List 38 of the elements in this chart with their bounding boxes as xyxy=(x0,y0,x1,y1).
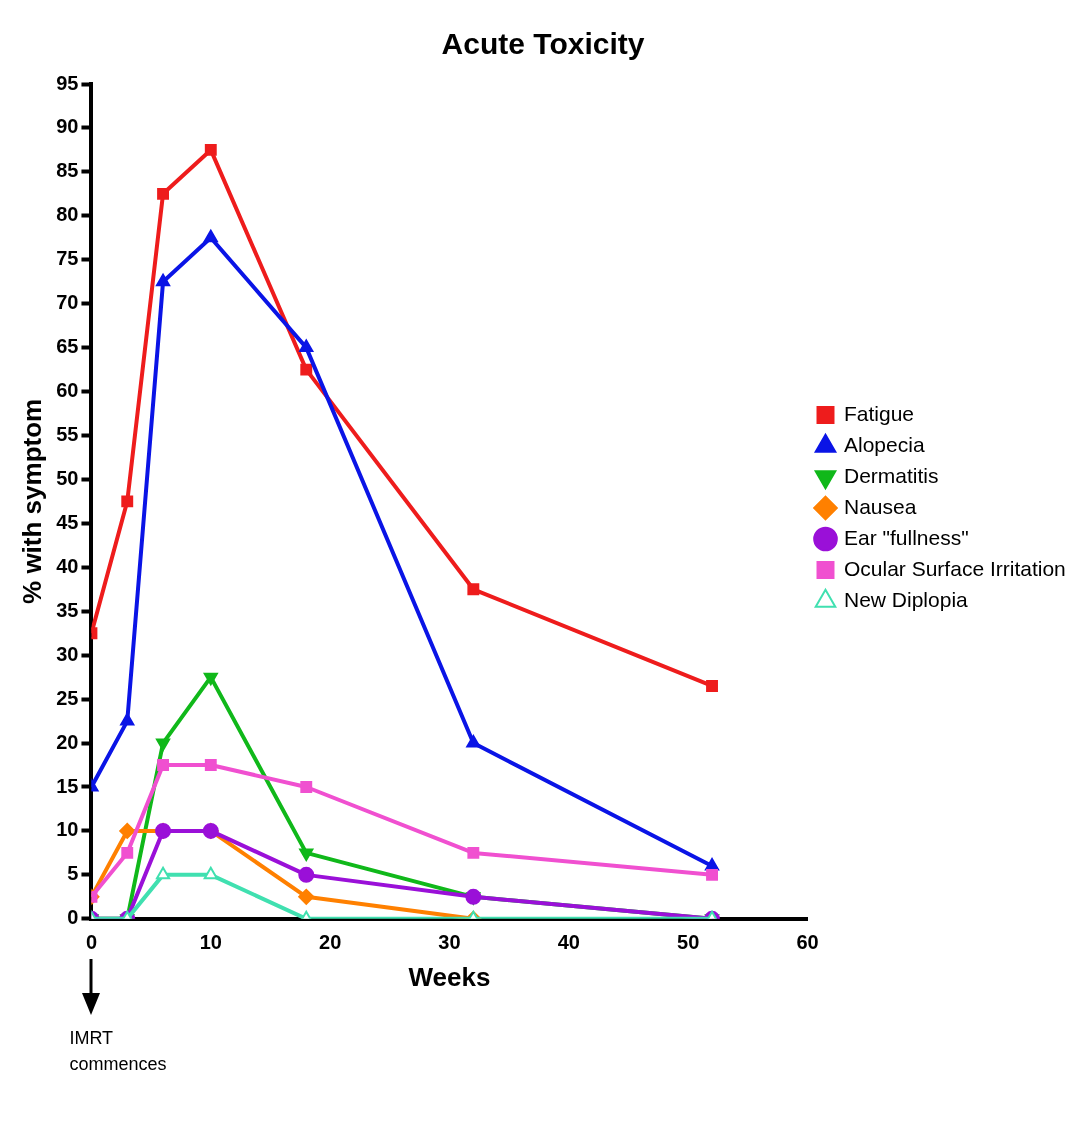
chart-title: Acute Toxicity xyxy=(441,27,645,61)
y-tick-label: 65 xyxy=(56,335,79,358)
y-tick-label: 70 xyxy=(56,291,79,314)
legend-label: Ocular Surface Irritation xyxy=(844,556,1066,580)
legend-label: Dermatitis xyxy=(844,463,939,487)
y-tick-label: 20 xyxy=(56,730,79,753)
legend-label: Fatigue xyxy=(844,401,915,425)
y-tick-label: 60 xyxy=(56,379,79,402)
legend-label: New Diplopia xyxy=(844,587,969,611)
x-tick-label: 50 xyxy=(677,931,700,954)
y-tick-label: 95 xyxy=(56,71,79,94)
text: IMRT commences xyxy=(69,1026,168,1076)
y-tick-label: 90 xyxy=(56,115,79,138)
y-tick-label: 50 xyxy=(56,466,79,489)
y-tick-label: 40 xyxy=(56,554,79,577)
x-tick-label: 20 xyxy=(319,931,342,954)
y-axis-title: % with symptom xyxy=(16,398,47,604)
legend-label: Alopecia xyxy=(844,432,925,456)
y-tick-label: 35 xyxy=(56,598,79,621)
y-tick-label: 85 xyxy=(56,159,79,182)
y-tick-label: 30 xyxy=(56,642,79,665)
x-tick-label: 0 xyxy=(85,931,98,954)
y-tick-label: 5 xyxy=(67,862,79,885)
y-tick-label: 25 xyxy=(56,686,79,709)
x-axis-title: Weeks xyxy=(408,961,491,992)
y-tick-label: 0 xyxy=(67,906,79,929)
y-tick-label: 75 xyxy=(56,247,79,270)
y-tick-label: 45 xyxy=(56,510,79,533)
y-tick-label: 15 xyxy=(56,774,79,797)
x-tick-label: 10 xyxy=(199,931,222,954)
legend-label: Ear "fullness" xyxy=(844,525,969,549)
y-tick-label: 10 xyxy=(56,818,79,841)
x-tick-label: 60 xyxy=(796,931,819,954)
x-tick-label: 30 xyxy=(438,931,461,954)
y-tick-label: 55 xyxy=(56,423,79,446)
legend-label: Nausea xyxy=(844,494,917,518)
y-tick-label: 80 xyxy=(56,203,79,226)
x-tick-label: 40 xyxy=(557,931,580,954)
